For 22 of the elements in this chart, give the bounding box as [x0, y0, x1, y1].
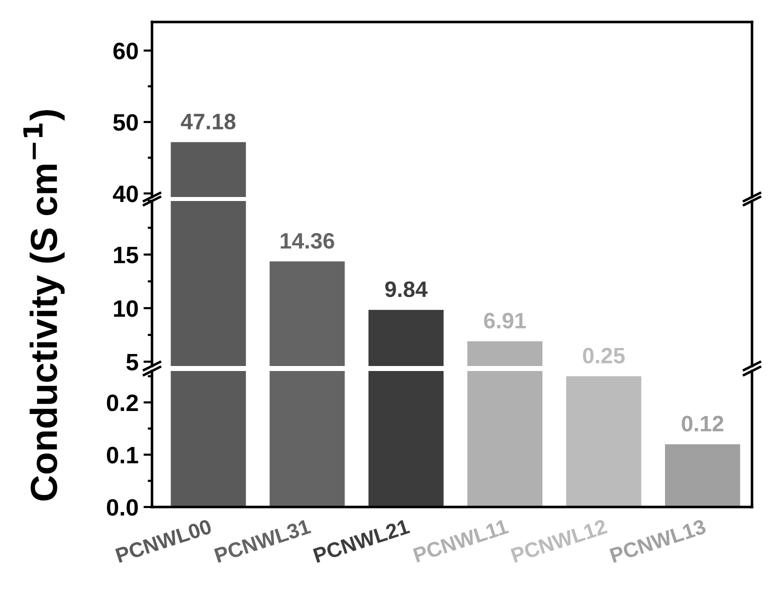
bar: [665, 444, 740, 507]
data-label: 6.91: [484, 312, 526, 329]
bar: [270, 371, 345, 507]
y-tick-label: 0.1: [106, 446, 138, 464]
y-tick-label: 0.0: [106, 499, 138, 516]
data-label: 9.84: [385, 281, 428, 298]
bar: [566, 376, 642, 507]
data-label: 47.18: [180, 114, 236, 130]
data-label: 14.36: [280, 232, 334, 249]
y-tick-label: 0.2: [106, 394, 138, 412]
y-tick-label: 5: [126, 354, 138, 370]
data-label: 0.25: [582, 348, 625, 364]
y-tick-label: 40: [112, 185, 138, 202]
bar: [467, 371, 542, 507]
bar: [368, 371, 444, 507]
y-axis-title: Conductivity (S cm$^{−1}$): [23, 110, 65, 500]
y-tick-label: 10: [114, 300, 138, 317]
y-tick-label: 15: [114, 246, 138, 264]
y-tick-label: 60: [113, 42, 138, 60]
data-label: 0.12: [682, 416, 724, 432]
y-tick-label: 50: [113, 114, 138, 131]
bar: [170, 371, 246, 507]
